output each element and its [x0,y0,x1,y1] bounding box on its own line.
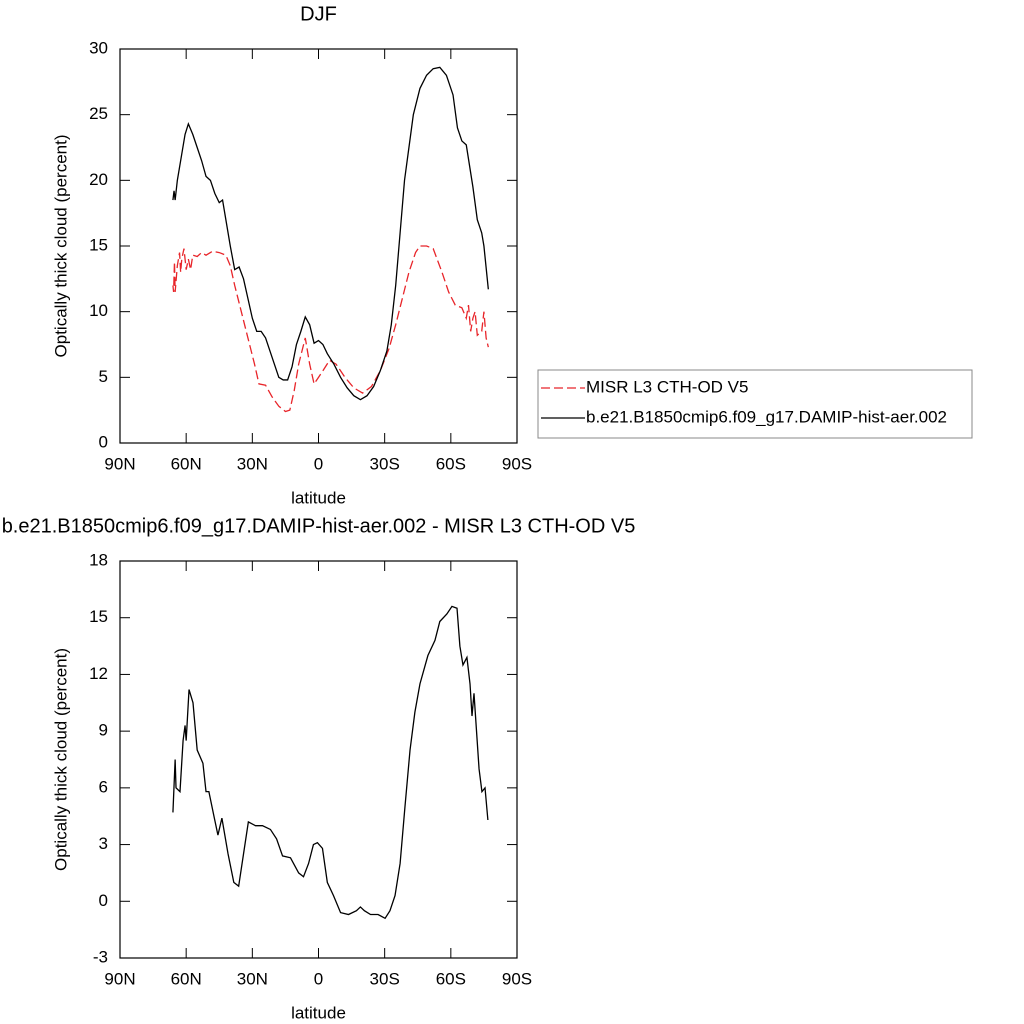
x-tick-label: 60S [436,454,466,473]
y-tick-label: 9 [99,721,108,740]
y-axis-label: Optically thick cloud (percent) [51,648,70,871]
data-line [172,605,489,920]
y-tick-label: 30 [89,38,108,57]
legend-label: b.e21.B1850cmip6.f09_g17.DAMIP-hist-aer.… [586,407,947,426]
chart-title: b.e21.B1850cmip6.f09_g17.DAMIP-hist-aer.… [2,515,636,537]
y-tick-label: 20 [89,170,108,189]
y-tick-label: 18 [89,550,108,569]
y-tick-label: 25 [89,104,108,123]
x-tick-label: 60S [436,969,466,988]
x-tick-label: 90S [502,969,532,988]
x-tick-label: 30S [370,454,400,473]
y-tick-label: 15 [89,235,108,254]
x-axis-label: latitude [291,1003,346,1022]
y-axis-label: Optically thick cloud (percent) [51,135,70,358]
data-line [172,245,489,413]
y-tick-label: 12 [89,664,108,683]
y-tick-label: 10 [89,301,108,320]
legend-box [537,369,973,439]
y-tick-label: 5 [99,367,108,386]
y-tick-label: 3 [99,834,108,853]
x-tick-label: 30N [237,454,268,473]
y-tick-label: 0 [99,891,108,910]
y-tick-label: -3 [93,947,108,966]
x-tick-label: 90N [104,969,135,988]
chart-title: DJF [300,3,337,25]
x-tick-label: 30S [370,969,400,988]
x-axis-label: latitude [291,488,346,507]
x-tick-label: 90S [502,454,532,473]
x-tick-label: 0 [314,454,323,473]
x-tick-label: 60N [171,454,202,473]
y-tick-label: 6 [99,777,108,796]
x-tick-label: 30N [237,969,268,988]
x-tick-label: 60N [171,969,202,988]
x-tick-label: 0 [314,969,323,988]
plot-frame [119,560,518,959]
plot-frame [119,48,518,444]
y-tick-label: 0 [99,432,108,451]
y-tick-label: 15 [89,607,108,626]
legend-label: MISR L3 CTH-OD V5 [586,377,748,396]
data-line [172,66,489,401]
x-tick-label: 90N [104,454,135,473]
